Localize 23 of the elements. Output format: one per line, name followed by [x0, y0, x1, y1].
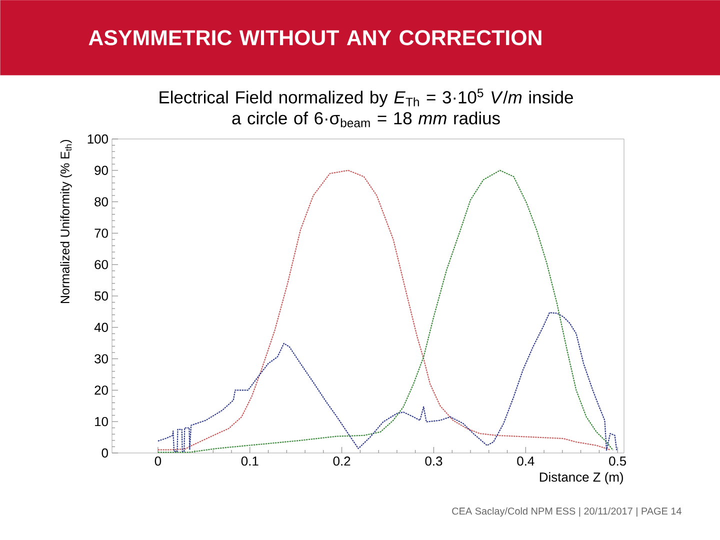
y-tick-label: 50	[94, 291, 108, 301]
x-tick-label: 0.5	[609, 456, 626, 466]
text: CEA Saclay/Cold NPM ESS | 20/11/2017 | PAGE 14	[452, 507, 682, 517]
x-tick-label: 0	[154, 456, 162, 466]
x-axis-title: Distance Z (m)	[540, 472, 623, 484]
y-tick-label: 30	[94, 354, 108, 364]
y-tick-label: 60	[94, 260, 108, 270]
line-series	[157, 312, 618, 452]
chart-title: ASYMMETRIC WITHOUT ANY CORRECTION	[88, 30, 542, 46]
y-tick-label: 100	[88, 134, 108, 144]
y-axis-title: Normalized Uniformity (% E$_{th}$)	[60, 140, 72, 304]
x-tick-label: 0.4	[517, 456, 534, 466]
x-tick-label: 0.3	[425, 456, 442, 466]
y-tick-label: 0	[102, 448, 108, 458]
y-tick-label: 70	[94, 228, 108, 238]
text: Electrical Field normalized by E$_{Th}$ = 3·10$^{5}$ V/m inside a circle of 6·σ$_{beam}$ = 18 mm radius	[160, 88, 573, 128]
x-tick-label: 0.2	[333, 456, 350, 466]
x-tick-label: 0.1	[241, 456, 258, 466]
y-tick-label: 20	[94, 386, 108, 395]
y-tick-label: 80	[94, 197, 108, 206]
y-tick-label: 90	[94, 166, 108, 175]
y-tick-label: 10	[95, 416, 108, 426]
y-tick-label: 40	[94, 322, 108, 332]
